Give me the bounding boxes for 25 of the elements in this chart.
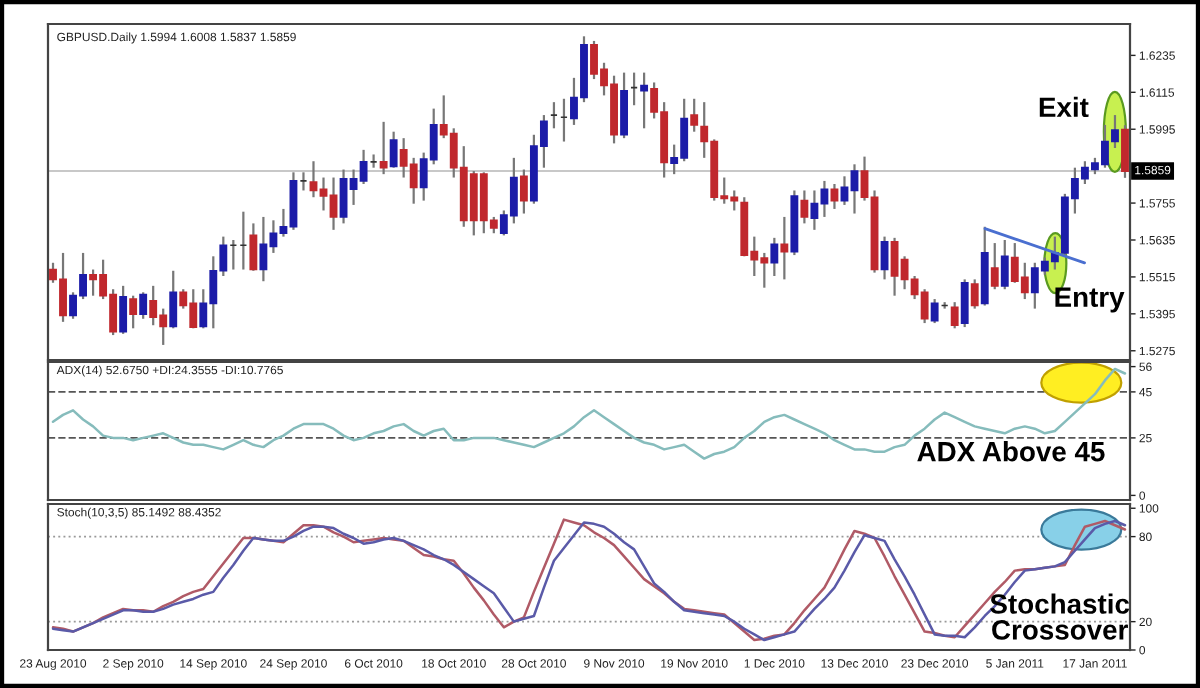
- annotation: Exit: [1039, 96, 1089, 118]
- annotation: Entry: [1055, 287, 1125, 313]
- line-series: [51, 367, 1127, 460]
- candlestick: [780, 215, 789, 281]
- candlestick: [960, 278, 969, 329]
- candlestick: [129, 294, 138, 330]
- candlestick: [620, 71, 629, 140]
- candlestick: [990, 241, 999, 291]
- candlestick: [640, 71, 649, 130]
- candlestick: [830, 182, 839, 211]
- candlestick: [139, 291, 148, 320]
- candlestick: [690, 97, 699, 133]
- candlestick: [249, 222, 258, 272]
- candlestick: [389, 130, 398, 169]
- candlestick: [379, 120, 388, 176]
- candlestick: [950, 301, 959, 330]
- candlestick: [119, 284, 128, 335]
- candlestick: [1000, 238, 1009, 291]
- candlestick: [930, 297, 939, 325]
- candlestick: [970, 278, 979, 310]
- candlestick: [169, 269, 178, 330]
- candlestick: [519, 168, 528, 215]
- candlestick: [800, 189, 809, 225]
- annotation: ADX Above 45: [917, 441, 1105, 462]
- candlestick: [770, 236, 779, 278]
